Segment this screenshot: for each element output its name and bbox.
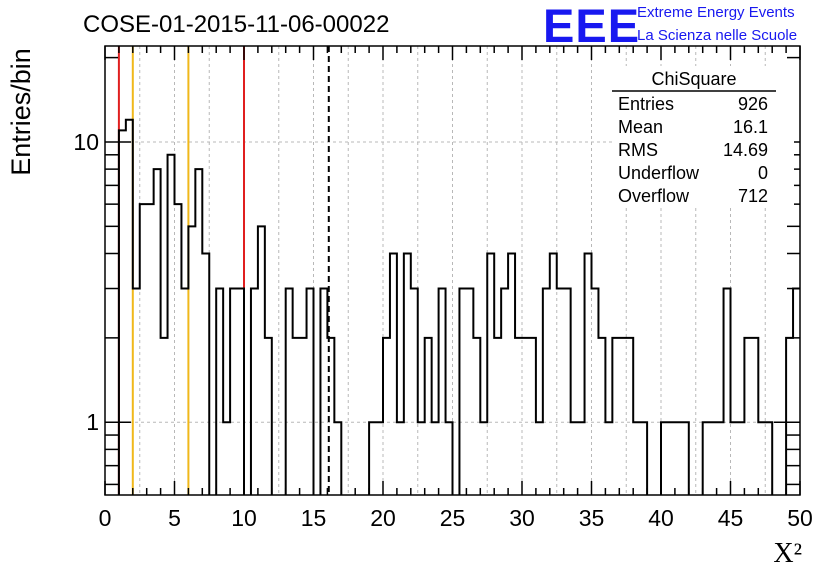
y-tick-label: 1	[86, 409, 99, 435]
x-tick-label: 45	[718, 505, 744, 531]
axis-ticks: 0 5 10 15 20 25 30 35 40 45 50 1 10	[73, 46, 813, 531]
x-tick-label: 35	[579, 505, 605, 531]
chart-title: COSE-01-2015-11-06-00022	[83, 11, 389, 38]
stats-title: ChiSquare	[651, 69, 736, 89]
x-tick-label: 50	[787, 505, 813, 531]
logo-mark: EEE	[543, 0, 640, 52]
stat-label: Underflow	[618, 163, 700, 183]
x-tick-label: 40	[648, 505, 674, 531]
x-tick-label: 5	[168, 505, 181, 531]
reference-lines	[117, 46, 330, 495]
stat-value: 0	[758, 163, 768, 183]
x-tick-label: 0	[99, 505, 112, 531]
logo-line-2: La Scienza nelle Scuole	[637, 27, 797, 44]
x-tick-label: 30	[509, 505, 535, 531]
x-axis-label: X²	[773, 538, 802, 569]
eee-logo: EEE Extreme Energy Events La Scienza nel…	[543, 0, 797, 52]
x-tick-label: 20	[370, 505, 396, 531]
stat-label: RMS	[618, 140, 658, 160]
stat-label: Overflow	[618, 186, 690, 206]
y-tick-label: 10	[73, 129, 99, 155]
stats-box: ChiSquare Entries 926 Mean 16.1 RMS 14.6…	[612, 66, 794, 206]
x-tick-label: 15	[301, 505, 327, 531]
stat-label: Mean	[618, 117, 663, 137]
stat-label: Entries	[618, 94, 674, 114]
x-tick-label: 10	[231, 505, 257, 531]
stat-value: 926	[738, 94, 768, 114]
stat-value: 16.1	[733, 117, 768, 137]
y-axis-label: Entries/bin	[6, 48, 36, 176]
stat-value: 14.69	[723, 140, 768, 160]
stat-value: 712	[738, 186, 768, 206]
x-tick-label: 25	[440, 505, 466, 531]
logo-line-1: Extreme Energy Events	[637, 4, 795, 21]
histogram-line	[117, 118, 800, 495]
